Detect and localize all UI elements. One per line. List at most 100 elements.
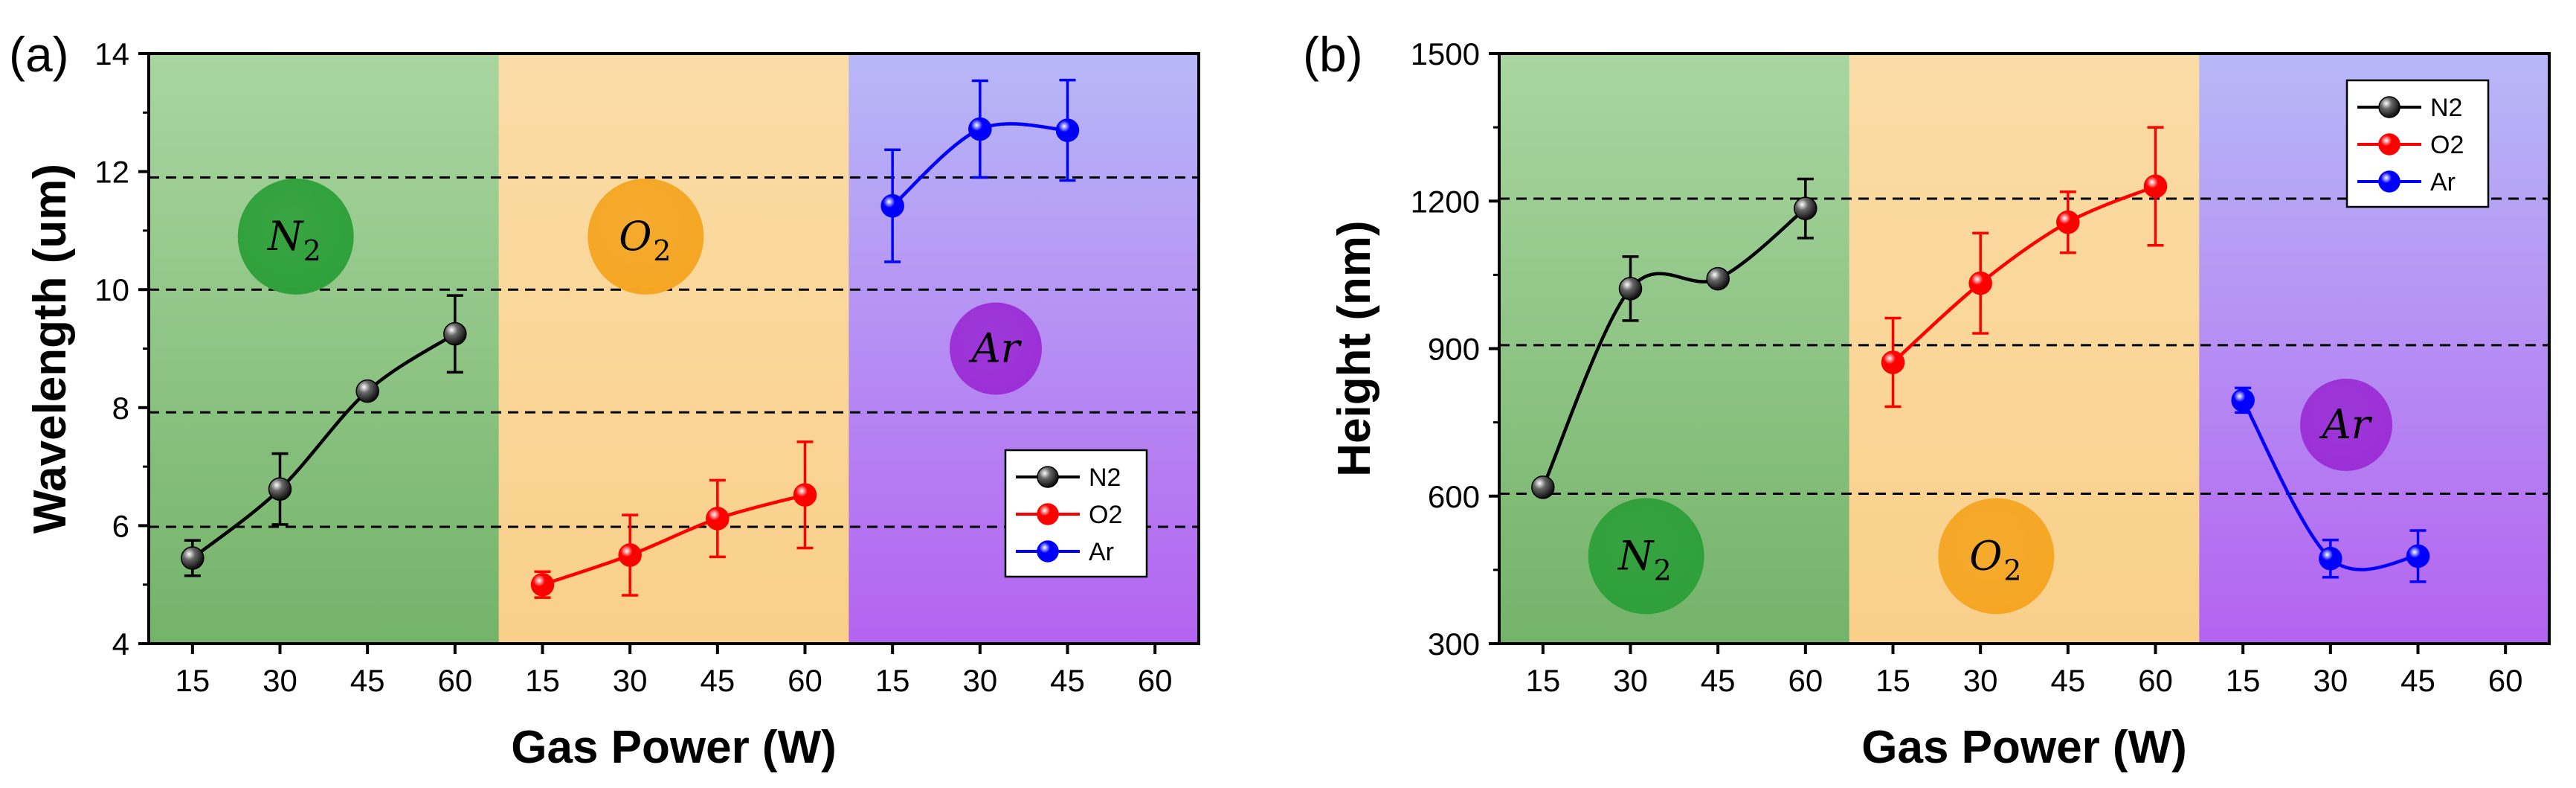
x-tick-label: 30 [263,663,297,698]
x-tick-label: 60 [1788,663,1823,698]
legend-label-ar: Ar [1089,538,1114,566]
y-tick-label: 4 [112,627,129,662]
data-point [618,543,642,567]
y-tick-label: 12 [94,155,129,190]
x-tick-label: 60 [437,663,472,698]
x-tick-label: 45 [2400,663,2435,698]
data-point [968,117,992,141]
gas-badge-circle [1588,498,1704,615]
series-o2 [1881,126,2168,409]
data-point [2056,210,2080,234]
data-point [2143,174,2168,199]
x-tick-label: 60 [2138,663,2173,698]
y-tick-label: 1500 [1411,36,1480,71]
y-tick-label: 6 [112,508,129,543]
y-tick-label: 14 [94,36,129,71]
x-tick-label: 60 [788,663,822,698]
gas-badge-subscript: 2 [653,234,671,267]
data-point [181,546,205,570]
gas-badge-circle [587,178,704,295]
series-ar [880,78,1080,263]
series-line [191,332,457,560]
gas-badge-circle [2300,378,2393,471]
legend-marker [1037,503,1059,525]
series-ar [2231,386,2430,583]
data-point [2231,388,2255,412]
y-tick-label: 600 [1428,479,1480,514]
gas-badge-label: Ar [968,325,1023,372]
legend: N2 O2 Ar [2345,79,2490,208]
x-tick-label: 30 [2313,663,2348,698]
x-tick-label: 15 [1525,663,1560,698]
data-point [1794,196,1817,220]
x-tick-label: 15 [2226,663,2261,698]
data-point [880,193,904,218]
data-point [1881,350,1905,374]
gas-badge-subscript: 2 [1654,554,1672,586]
legend-label-ar: Ar [2430,168,2456,196]
gas-badge-label: Ar [2319,401,2373,448]
legend-label-o2: O2 [1089,501,1122,529]
gas-badge-label: O [1969,532,2002,579]
y-axis-title: Wavelength (um) [25,164,76,534]
legend-marker [1037,540,1059,563]
data-point [1531,475,1555,499]
x-tick-label: 60 [1138,663,1173,698]
x-tick-label: 30 [613,663,648,698]
legend-marker [1037,466,1059,488]
gas-badge-ar: Ar [950,302,1043,395]
x-tick-label: 15 [1875,663,1910,698]
y-tick-label: 8 [112,391,129,426]
gas-badge-label: O [619,213,651,260]
data-point [2406,544,2430,568]
gas-badge-circle [237,178,354,295]
legend: N2 O2 Ar [1004,449,1148,578]
x-tick-label: 30 [1613,663,1648,698]
x-tick-label: 30 [1963,663,1998,698]
data-point [793,483,817,507]
data-point [1706,266,1730,291]
panel-label: (a) [9,27,69,82]
x-axis-title: Gas Power (W) [511,722,837,773]
gas-badge-subscript: 2 [2003,554,2021,586]
y-axis-title: Height (nm) [1329,220,1380,476]
series-n2 [181,294,467,577]
y-tick-label: 1200 [1411,184,1480,219]
series-line [1541,207,1807,488]
region-bg-o2 [498,54,849,644]
x-tick-label: 45 [2050,663,2085,698]
series-o2 [530,441,817,599]
gas-badge-subscript: 2 [303,234,321,267]
x-tick-label: 30 [962,663,997,698]
series-n2 [1531,177,1817,499]
x-tick-label: 45 [1050,663,1085,698]
series-line [1891,185,2157,364]
legend-marker [2378,133,2400,156]
y-tick-label: 900 [1428,332,1480,367]
data-point [268,477,292,501]
x-tick-label: 45 [1701,663,1736,698]
gas-badge-circle [950,302,1043,395]
gas-badge-label: N [1617,532,1655,579]
data-point [355,379,379,403]
gas-badge-label: N [266,213,304,260]
data-point [1055,118,1080,142]
legend-marker [2378,170,2400,193]
x-tick-label: 45 [700,663,735,698]
legend-label-n2: N2 [1089,464,1121,492]
gas-badge-ar: Ar [2300,378,2393,471]
data-point [443,321,467,346]
x-tick-label: 45 [350,663,385,698]
data-point [2319,546,2342,571]
panel-label: (b) [1303,27,1363,82]
x-tick-label: 15 [875,663,910,698]
legend-label-n2: N2 [2430,94,2462,122]
x-axis-title: Gas Power (W) [1861,722,2187,773]
x-tick-label: 60 [2488,663,2523,698]
data-point [1618,277,1643,301]
